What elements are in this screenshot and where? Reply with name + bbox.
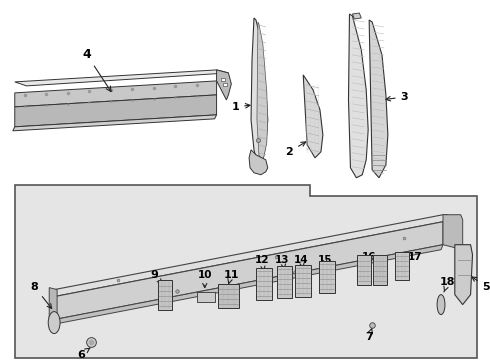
Bar	[223, 83, 227, 86]
Polygon shape	[369, 20, 388, 178]
Polygon shape	[15, 81, 217, 107]
Text: 3: 3	[386, 92, 408, 102]
Bar	[357, 255, 371, 285]
Bar	[218, 284, 239, 307]
Bar	[277, 266, 293, 298]
Polygon shape	[217, 70, 231, 100]
Text: 4: 4	[82, 48, 111, 91]
Ellipse shape	[48, 312, 60, 334]
Text: 11: 11	[223, 270, 239, 283]
Polygon shape	[249, 150, 268, 175]
Bar	[373, 255, 387, 285]
Text: 6: 6	[77, 348, 90, 360]
Text: 9: 9	[150, 270, 162, 285]
Polygon shape	[348, 14, 368, 178]
Bar	[197, 292, 215, 302]
Polygon shape	[15, 185, 477, 357]
Bar	[319, 261, 335, 293]
Bar	[295, 265, 311, 297]
Polygon shape	[303, 75, 323, 158]
Text: 15: 15	[318, 255, 332, 265]
Polygon shape	[49, 288, 57, 321]
Bar	[221, 78, 225, 81]
Bar	[158, 280, 172, 310]
Text: 18: 18	[440, 276, 456, 292]
Polygon shape	[52, 245, 443, 325]
Polygon shape	[257, 22, 268, 160]
Ellipse shape	[437, 294, 445, 315]
Text: 5: 5	[472, 277, 490, 292]
Polygon shape	[54, 222, 443, 320]
Text: 8: 8	[30, 282, 51, 309]
Polygon shape	[352, 13, 361, 19]
Polygon shape	[54, 215, 448, 297]
Bar	[256, 267, 272, 300]
Polygon shape	[443, 215, 463, 250]
Text: 7: 7	[365, 328, 373, 342]
Text: 1: 1	[231, 102, 250, 112]
Polygon shape	[15, 70, 228, 86]
Text: 17: 17	[405, 252, 423, 262]
Polygon shape	[15, 95, 217, 127]
Text: 16: 16	[362, 252, 376, 262]
Polygon shape	[13, 115, 217, 131]
Text: 14: 14	[294, 255, 309, 268]
Polygon shape	[455, 245, 472, 305]
Text: 13: 13	[275, 255, 290, 269]
Text: 12: 12	[255, 255, 269, 271]
Polygon shape	[251, 18, 268, 165]
Text: 10: 10	[197, 270, 212, 288]
Text: 2: 2	[286, 142, 306, 157]
Bar	[395, 252, 409, 280]
